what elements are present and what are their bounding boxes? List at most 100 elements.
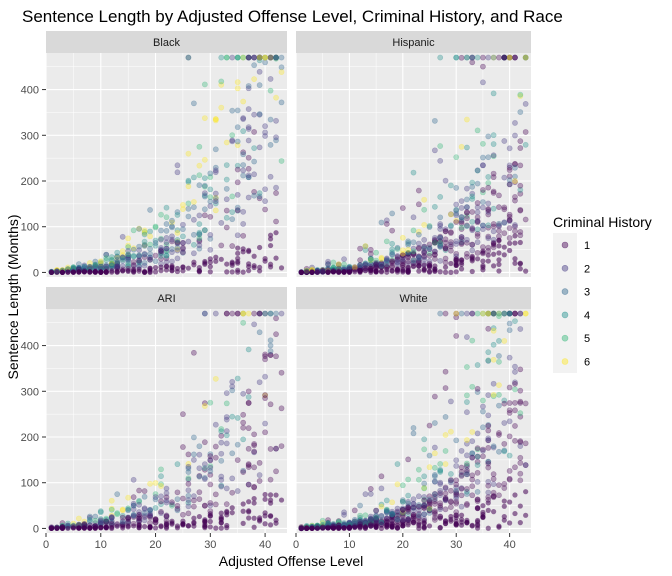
scatter-point [152,252,159,259]
scatter-point [474,239,481,246]
scatter-point [464,144,470,151]
scatter-point [405,250,412,257]
scatter-point [273,517,279,523]
x-tick-label: 20 [397,539,409,551]
scatter-point [431,478,438,485]
scatter-point [207,198,214,205]
scatter-point [213,258,219,264]
scatter-point [480,446,486,453]
scatter-point [453,477,460,484]
scatter-point [130,253,137,260]
scatter-point [426,252,433,259]
scatter-point [223,162,230,168]
scatter-point [158,508,164,515]
scatter-point [453,495,460,502]
scatter-point [262,198,268,205]
scatter-point [512,464,518,471]
scatter-point [152,516,159,523]
scatter-point [464,463,470,470]
scatter-point [383,516,390,522]
scatter-point [109,268,115,274]
scatter-point [501,54,508,61]
scatter-point [147,245,153,252]
scatter-point [163,485,170,492]
scatter-point [373,516,380,523]
scatter-point [256,54,263,61]
scatter-point [458,143,465,150]
legend-key-4 [561,311,569,319]
scatter-point [523,489,529,495]
scatter-point [389,240,396,247]
scatter-point [394,522,401,528]
scatter-point [448,260,454,267]
scatter-point [453,333,460,339]
scatter-point [240,246,246,252]
scatter-point [506,54,513,61]
scatter-point [389,512,396,519]
scatter-point [218,256,224,262]
scatter-point [383,258,390,265]
scatter-point [469,268,475,275]
scatter-point [320,269,326,275]
scatter-point [447,479,454,486]
scatter-point [474,54,481,61]
scatter-point [330,269,336,275]
scatter-point [125,506,132,513]
scatter-point [491,240,497,246]
scatter-point [490,153,497,160]
scatter-point [496,268,502,274]
scatter-point [163,252,170,259]
scatter-point [399,252,406,259]
facet-panel-black: Black [45,31,287,277]
scatter-point [373,512,380,519]
scatter-point [373,517,380,523]
scatter-point [506,213,513,220]
scatter-point [120,268,126,274]
scatter-point [437,221,444,227]
scatter-point [464,517,470,523]
scatter-point [442,245,449,252]
scatter-point [437,506,444,513]
scatter-point [501,54,508,61]
scatter-point [389,510,396,517]
scatter-point [426,224,433,230]
scatter-point [426,263,433,269]
scatter-point [163,234,170,241]
scatter-point [92,261,99,268]
scatter-point [496,192,502,199]
scatter-point [512,194,518,200]
scatter-point [108,513,115,520]
scatter-point [147,513,153,520]
scatter-point [442,226,449,233]
scatter-point [410,257,417,264]
scatter-point [251,496,257,502]
scatter-point [485,507,491,513]
scatter-point [229,54,236,61]
scatter-point [330,259,337,266]
scatter-point [426,241,433,248]
scatter-point [496,492,502,499]
scatter-point [218,428,225,435]
scatter-point [517,310,524,317]
scatter-point [256,478,263,484]
scatter-point [212,146,219,153]
scatter-point [399,205,406,211]
scatter-point [201,400,208,407]
scatter-point [196,231,203,238]
scatter-point [136,509,143,515]
scatter-point [201,182,208,189]
scatter-point [136,253,143,260]
scatter-point [207,451,214,457]
scatter-point [196,489,203,496]
scatter-point [174,265,181,272]
scatter-point [180,226,186,233]
scatter-point [190,216,197,223]
scatter-point [212,207,219,214]
scatter-point [389,512,396,519]
scatter-point [158,473,164,480]
scatter-point [474,525,481,531]
scatter-point [410,251,417,258]
legend-key-6 [561,358,569,365]
scatter-point [431,239,438,246]
